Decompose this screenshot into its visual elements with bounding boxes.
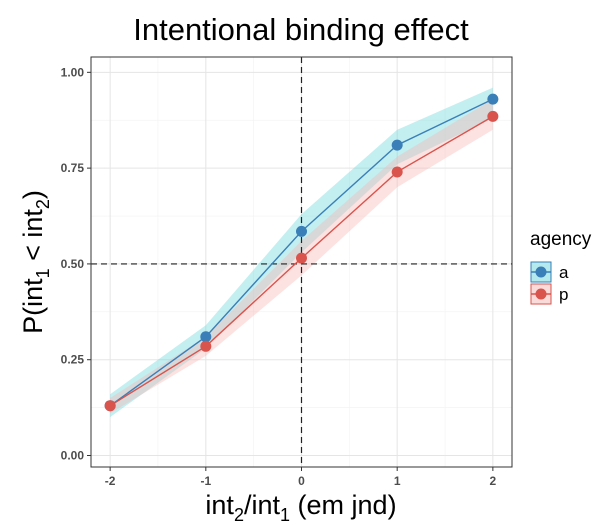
legend-title: agency (530, 229, 592, 250)
chart-title: Intentional binding effect (133, 12, 469, 47)
x-tick-label: -1 (200, 474, 211, 488)
data-point-a (200, 331, 212, 343)
x-tick-label: 1 (394, 474, 401, 488)
data-point-a (296, 225, 307, 237)
y-axis-title: P(int1 < int2) (18, 190, 53, 334)
plot-panel (90, 56, 513, 468)
x-tick-label: -2 (105, 474, 116, 488)
x-axis-ticks: -2 -1 0 1 2 (105, 467, 497, 488)
legend-item-a: a (530, 261, 569, 283)
legend-item-p: p (530, 283, 568, 305)
y-tick-label: 1.00 (61, 65, 85, 79)
series-points (104, 93, 499, 412)
data-point-a (391, 139, 403, 151)
x-tick-label: 0 (298, 474, 305, 488)
legend-keys: ap (530, 261, 569, 305)
legend-key-point-a (535, 266, 547, 278)
data-point-p (104, 400, 116, 412)
y-tick-label: 0.75 (61, 161, 85, 175)
data-point-p (487, 110, 499, 122)
data-point-p (391, 166, 403, 178)
data-point-a (487, 93, 499, 105)
legend: agency ap (530, 229, 592, 305)
data-point-p (296, 252, 307, 264)
legend-label-p: p (559, 285, 568, 304)
legend-key-point-p (535, 288, 547, 300)
y-tick-label: 0.50 (61, 257, 85, 271)
y-tick-label: 0.00 (61, 449, 85, 463)
x-tick-label: 2 (490, 474, 497, 488)
legend-label-a: a (559, 263, 569, 282)
x-axis-title: int2/int1 (em jnd) (205, 490, 396, 525)
y-tick-label: 0.25 (61, 353, 85, 367)
data-point-p (200, 340, 212, 352)
y-axis-ticks: 0.00 0.25 0.50 0.75 1.00 (61, 65, 91, 463)
